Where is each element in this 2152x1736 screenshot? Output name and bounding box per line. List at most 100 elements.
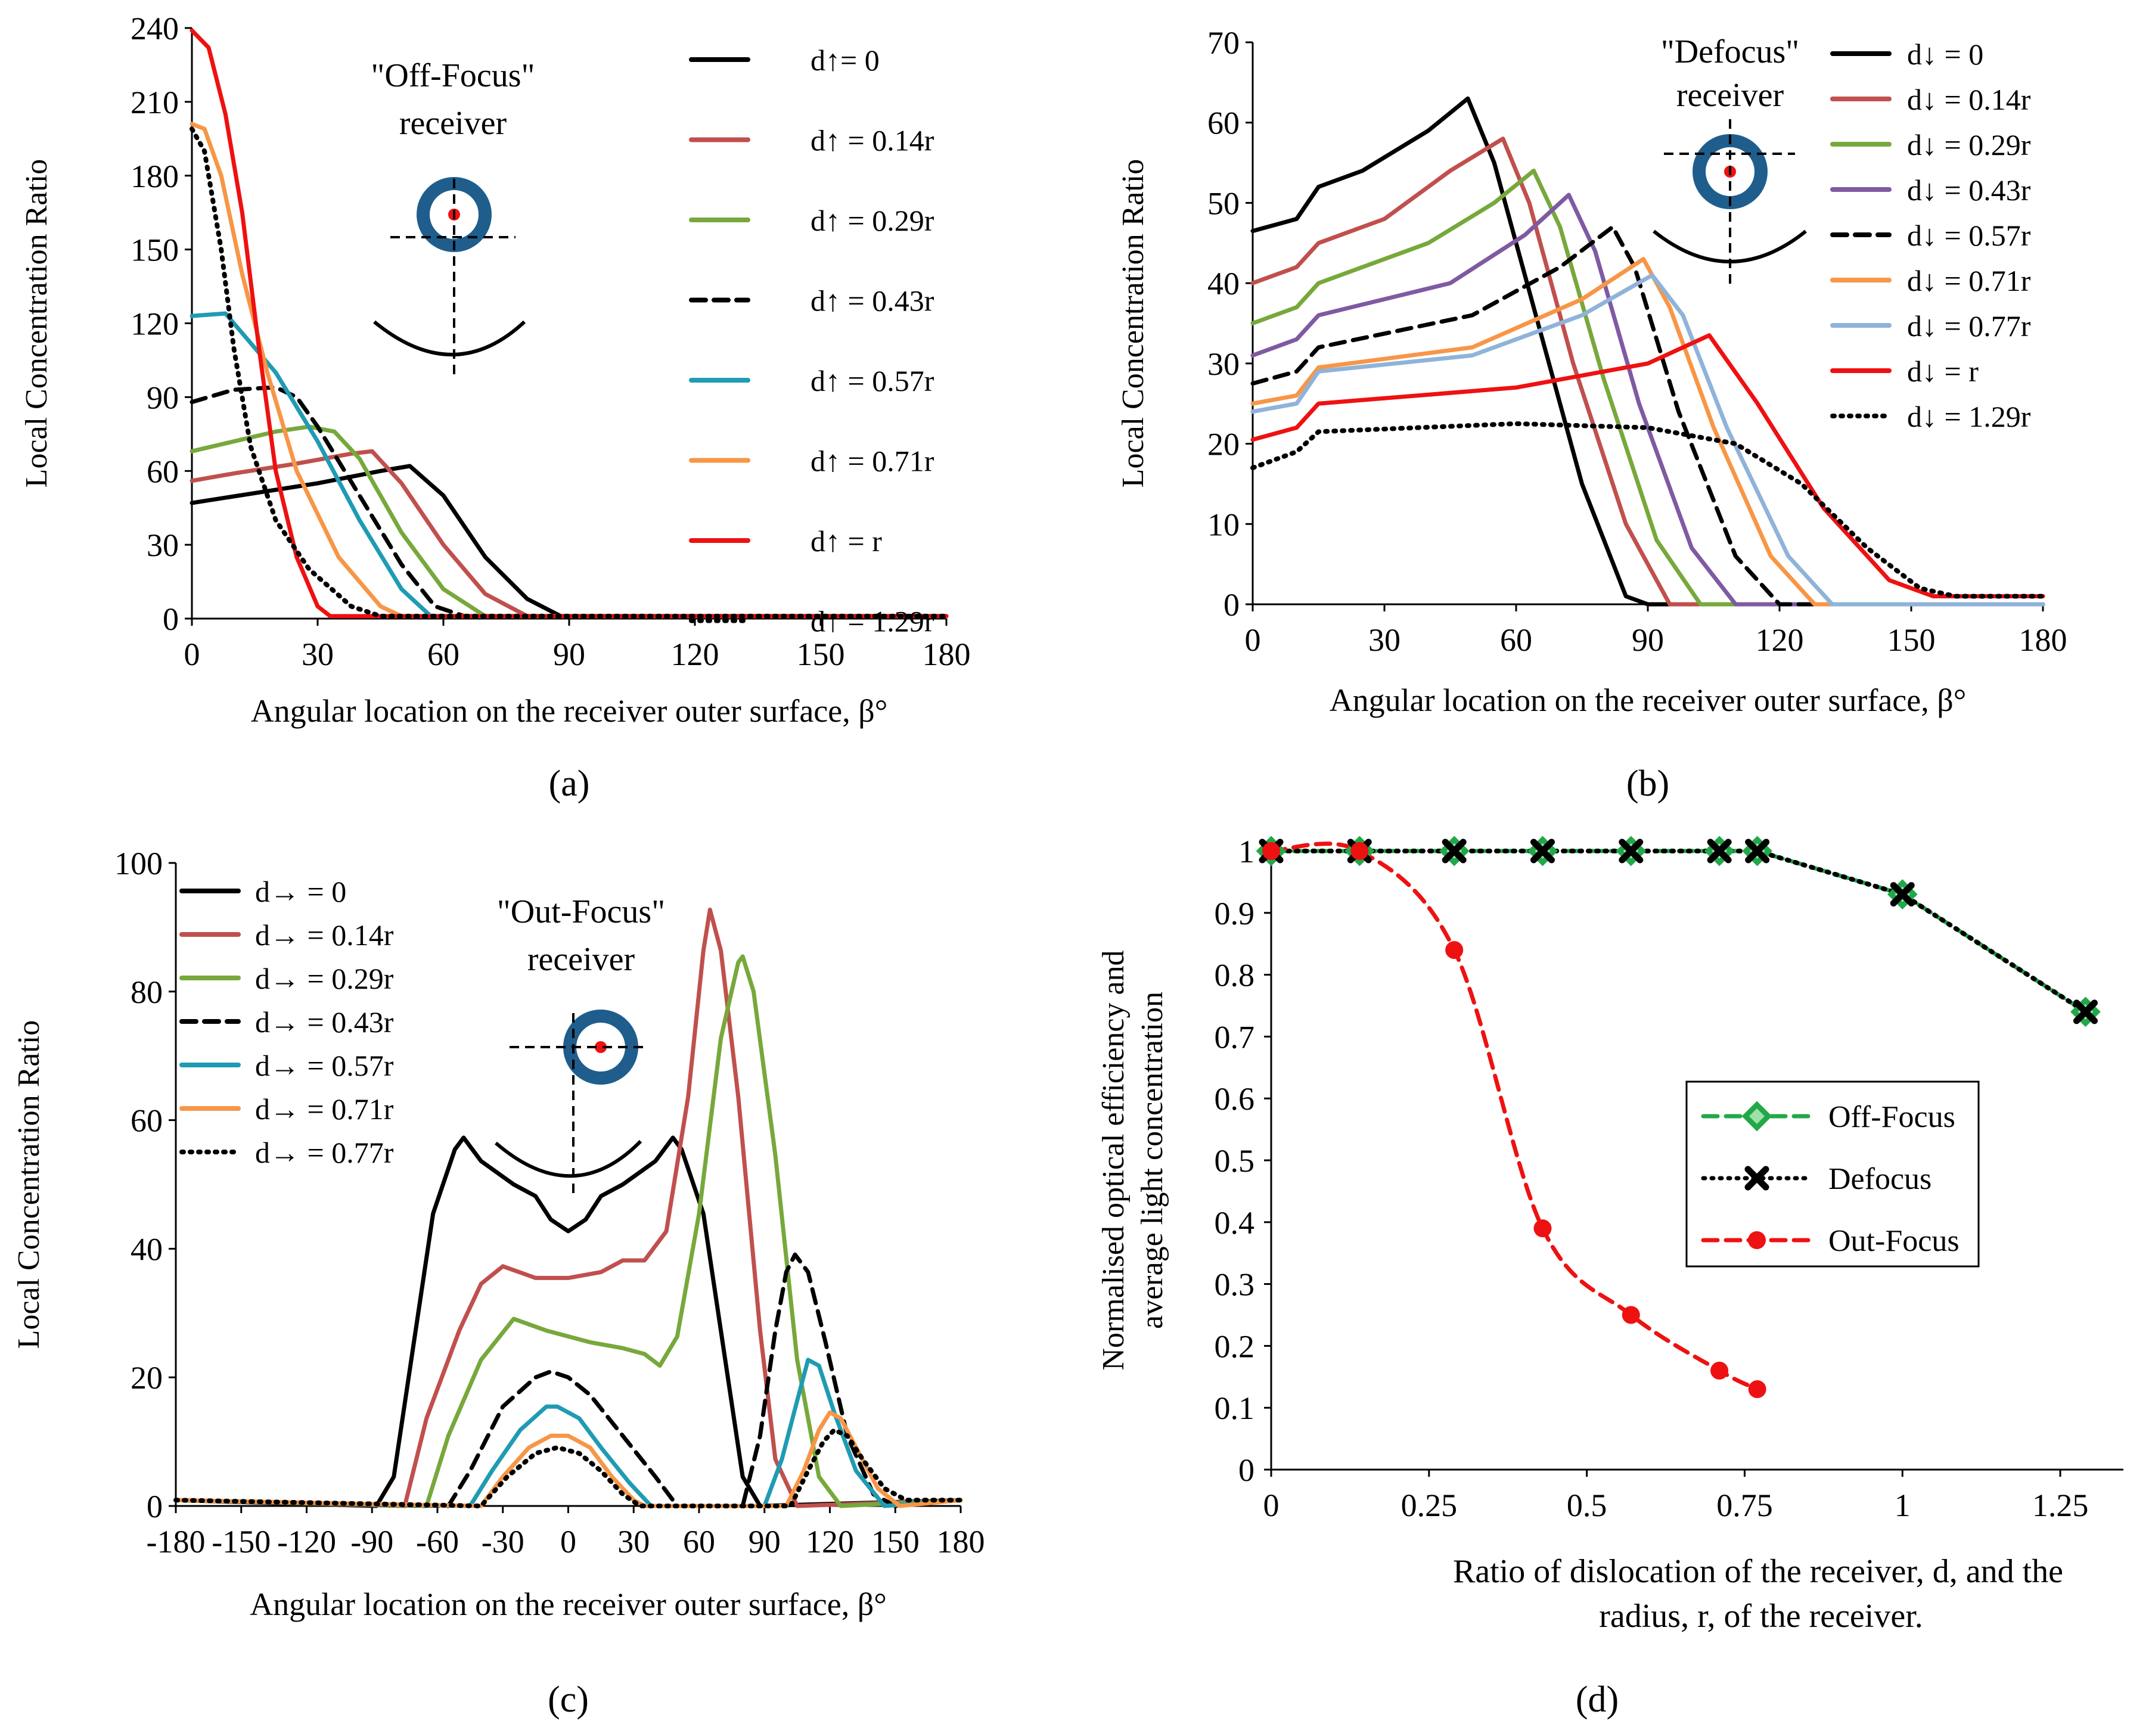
- inset-title: "Off-Focus": [371, 57, 535, 94]
- panel-c: 0 20 40 60 80 100 -180 -150 -120 -90 -60 -30 0 30 60 90…: [12, 846, 985, 1720]
- x-tick-label: 0.5: [1567, 1487, 1607, 1523]
- y-tick-label: 60: [1207, 105, 1240, 141]
- marker-x: [1707, 839, 1732, 864]
- inset-b: "Defocus" receiver: [1653, 33, 1807, 289]
- marker-x: [1745, 839, 1770, 864]
- series-line: [190, 464, 949, 619]
- legend-label: d↑ = 1.29r: [811, 605, 934, 638]
- panel-label: (b): [1626, 763, 1669, 804]
- legend-label: d↓ = 0.57r: [1907, 219, 2031, 252]
- marker-x: [1619, 839, 1644, 864]
- series-line: [1269, 841, 1760, 1392]
- marker-circle: [1710, 1361, 1729, 1380]
- legend-label: d↓ = 0: [1907, 38, 1983, 71]
- panel-a: 0 30 60 90 120 150 180 210 240 0 30 60 90 120 150 180 Lo…: [20, 11, 971, 804]
- legend-label: d↓ = 0.14r: [1907, 83, 2031, 116]
- marker-circle: [1748, 1231, 1766, 1249]
- y-tick-label: 100: [114, 846, 163, 881]
- inset-title: receiver: [1676, 77, 1784, 114]
- legend-label: d↓ = 0.71r: [1907, 264, 2031, 297]
- series-line: [190, 122, 949, 619]
- marker-circle: [1350, 842, 1369, 860]
- marker-circle: [1748, 1380, 1766, 1399]
- marker-circle: [1445, 941, 1464, 959]
- y-tick-label: 0: [163, 601, 179, 637]
- x-axis-title: Angular location on the receiver outer s…: [250, 1586, 887, 1622]
- y-tick-label: 210: [131, 85, 179, 120]
- marker-x: [2073, 999, 2098, 1024]
- x-tick-label: 1.25: [2032, 1487, 2089, 1523]
- x-tick-label: 90: [553, 636, 585, 672]
- legend-label: d↓ = 0.77r: [1907, 309, 2031, 343]
- receiver-center-dot: [595, 1041, 607, 1053]
- y-tick-label: 0: [147, 1489, 163, 1524]
- legend-label: d→ = 0.77r: [255, 1136, 394, 1169]
- x-axis-title: Angular location on the receiver outer s…: [1330, 682, 1967, 718]
- x-tick-label: 60: [427, 636, 459, 672]
- series-line: [173, 1410, 963, 1508]
- x-tick-label: 60: [1500, 622, 1532, 658]
- inset-title: "Defocus": [1661, 33, 1799, 70]
- x-tick-label: -30: [482, 1524, 524, 1560]
- y-tick-label: 0.8: [1215, 958, 1255, 993]
- legend-label: d→ = 0.29r: [255, 962, 394, 995]
- marker-x: [1744, 1166, 1769, 1191]
- series-line: [190, 28, 949, 619]
- x-axis-title: Angular location on the receiver outer s…: [251, 693, 888, 729]
- marker-circle: [1622, 1306, 1640, 1324]
- legend-label: d↑ = 0.14r: [811, 124, 934, 157]
- marker-x: [1442, 839, 1467, 864]
- x-tick-label: 0: [1245, 622, 1261, 658]
- y-tick-label: 90: [147, 380, 179, 415]
- legend-label: d→ = 0: [255, 875, 346, 908]
- series-line: [1250, 421, 2045, 599]
- x-tick-label: -60: [416, 1524, 459, 1560]
- x-tick-label: 180: [2019, 622, 2067, 658]
- legend-label: d↑= 0: [811, 44, 880, 77]
- x-tick-label: 0.75: [1716, 1487, 1773, 1523]
- x-tick-label: 1: [1895, 1487, 1911, 1523]
- concentrator: [1653, 229, 1807, 263]
- y-tick-label: 0: [1238, 1452, 1254, 1488]
- x-tick-label: 120: [671, 636, 719, 672]
- marker-circle: [1262, 842, 1280, 860]
- series-line: [190, 385, 949, 619]
- y-tick-label: 0.6: [1215, 1081, 1255, 1117]
- series-line: [190, 449, 949, 619]
- y-tick-label: 120: [131, 306, 179, 342]
- x-tick-label: 30: [302, 636, 334, 672]
- series-line: [173, 1358, 963, 1508]
- y-tick-label: 50: [1207, 185, 1240, 221]
- legend-label: d↑ = 0.57r: [811, 364, 934, 397]
- concentrator: [373, 320, 526, 356]
- y-tick-label: 240: [131, 11, 179, 46]
- y-axis-title: Local Concentration Ratio: [12, 1020, 46, 1349]
- series-line: [1250, 333, 2045, 598]
- y-tick-label: 1: [1238, 834, 1254, 869]
- series-line: [173, 908, 963, 1508]
- y-tick-label: 70: [1207, 25, 1240, 61]
- panel-label: (d): [1576, 1679, 1619, 1720]
- series-line: [173, 954, 963, 1508]
- x-tick-label: 150: [1887, 622, 1936, 658]
- legend-label: d→ = 0.71r: [255, 1092, 394, 1126]
- y-tick-label: 0.5: [1215, 1143, 1255, 1179]
- y-tick-label: 0.2: [1215, 1328, 1255, 1364]
- legend-label: Off-Focus: [1828, 1100, 1955, 1134]
- y-tick-label: 40: [1207, 266, 1240, 302]
- series-line: [1269, 849, 2088, 1014]
- y-tick-label: 80: [131, 974, 163, 1010]
- series-line: [1250, 273, 2045, 607]
- marker-diamond-inner: [1749, 1108, 1765, 1124]
- x-tick-label: 0: [184, 636, 200, 672]
- y-tick-label: 0: [1223, 587, 1240, 623]
- y-tick-label: 0.7: [1215, 1019, 1255, 1055]
- x-tick-label: 30: [617, 1524, 650, 1560]
- y-tick-label: 20: [131, 1360, 163, 1396]
- y-tick-label: 180: [131, 159, 179, 194]
- panel-label: (a): [549, 763, 590, 804]
- panel-label: (c): [548, 1679, 589, 1720]
- legend-label: d→ = 0.14r: [255, 918, 394, 952]
- series-line: [190, 126, 949, 619]
